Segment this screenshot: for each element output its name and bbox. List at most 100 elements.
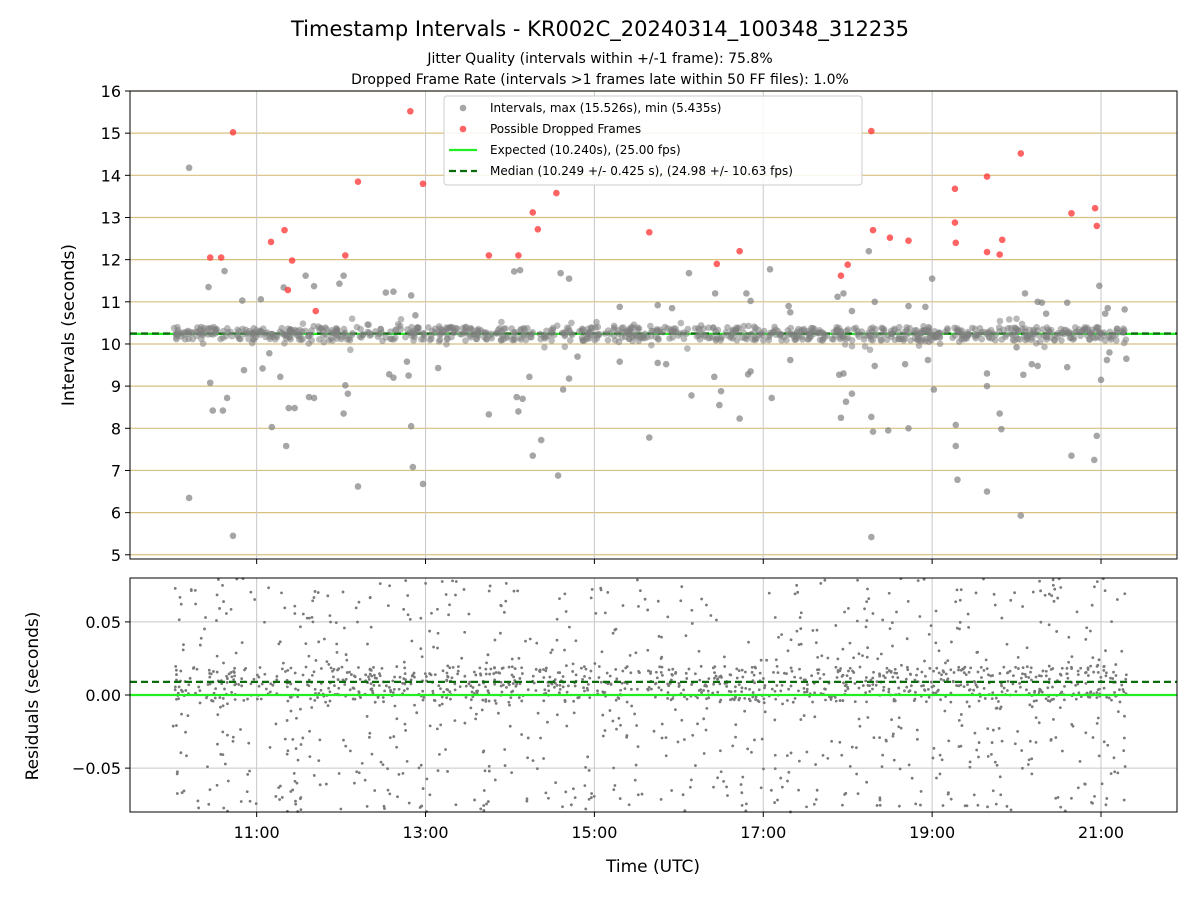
residual-point: [878, 796, 882, 800]
interval-point: [968, 324, 976, 332]
residual-point: [1112, 670, 1115, 674]
residual-point: [289, 682, 293, 686]
residual-point: [630, 704, 634, 708]
residual-point: [1084, 731, 1088, 735]
residual-point: [332, 675, 335, 679]
residual-point: [864, 676, 868, 679]
residual-point: [355, 770, 359, 774]
interval-point: [515, 408, 522, 415]
residual-point: [485, 802, 488, 806]
residual-point: [690, 683, 694, 686]
interval-point: [842, 398, 850, 406]
interval-point: [798, 326, 805, 334]
residual-point: [548, 675, 552, 679]
intervals-ytick-label: 14: [101, 166, 121, 185]
residual-point: [1090, 603, 1094, 607]
residual-point: [915, 728, 919, 732]
residual-point: [996, 700, 1000, 703]
residual-point: [451, 665, 455, 669]
chart-title: Timestamp Intervals - KR002C_20240314_10…: [290, 17, 909, 42]
residual-point: [388, 584, 392, 588]
dropped-frame-point: [515, 252, 522, 259]
residual-point: [507, 700, 511, 704]
residual-point: [408, 618, 412, 621]
residual-point: [926, 687, 930, 691]
residual-point: [1096, 671, 1100, 674]
residual-point: [903, 689, 906, 693]
residual-point: [441, 669, 445, 673]
residual-point: [489, 667, 493, 671]
residual-point: [879, 652, 883, 656]
residual-point: [512, 589, 516, 593]
residual-point: [954, 600, 958, 604]
residual-point: [660, 635, 663, 639]
residual-point: [821, 754, 825, 757]
interval-point: [593, 335, 601, 342]
residual-point: [699, 664, 703, 668]
residual-point: [1016, 667, 1020, 670]
residual-point: [1121, 688, 1125, 691]
residual-point: [335, 642, 339, 646]
residuals-ytick-label: −0.05: [72, 759, 121, 778]
residual-point: [316, 696, 319, 699]
residual-point: [428, 724, 432, 728]
residual-point: [893, 667, 897, 671]
interval-point: [459, 324, 467, 332]
residual-point: [700, 691, 703, 694]
residual-point: [464, 684, 468, 688]
interval-point: [513, 393, 521, 401]
residual-point: [1040, 690, 1044, 694]
residual-point: [806, 683, 809, 686]
residual-point: [773, 801, 776, 804]
intervals-ytick-label: 8: [111, 419, 121, 438]
interval-point: [991, 336, 999, 344]
residual-point: [1054, 796, 1058, 800]
residual-point: [999, 705, 1003, 709]
interval-point: [815, 329, 822, 337]
residual-point: [493, 682, 497, 686]
residual-point: [748, 688, 751, 691]
residual-point: [897, 686, 900, 690]
residual-point: [444, 748, 447, 751]
residual-point: [477, 683, 481, 687]
interval-point: [229, 532, 237, 540]
residual-point: [1124, 673, 1128, 677]
residual-point: [823, 578, 827, 582]
residual-point: [937, 649, 941, 653]
interval-point: [765, 336, 773, 344]
residual-point: [747, 640, 750, 644]
interval-point: [526, 373, 533, 381]
interval-point: [562, 328, 570, 336]
residual-point: [372, 665, 375, 669]
residual-point: [1079, 666, 1083, 670]
residual-point: [590, 587, 594, 591]
interval-point: [305, 393, 313, 401]
residual-point: [214, 687, 218, 691]
residual-point: [580, 666, 583, 670]
residual-point: [1091, 802, 1094, 805]
interval-point: [634, 326, 642, 334]
residual-point: [348, 670, 351, 674]
residual-point: [294, 687, 297, 691]
residual-point: [872, 670, 875, 674]
interval-point: [616, 358, 624, 365]
residual-point: [343, 626, 346, 630]
interval-point: [462, 337, 469, 344]
residual-point: [690, 622, 694, 625]
intervals-ytick-label: 16: [101, 82, 121, 101]
residual-point: [442, 690, 446, 694]
residual-point: [959, 668, 963, 672]
residual-point: [307, 616, 311, 620]
residual-point: [709, 614, 713, 617]
interval-point: [654, 359, 662, 367]
residual-point: [175, 697, 178, 701]
residual-point: [274, 795, 278, 798]
residual-point: [569, 803, 573, 807]
residual-point: [1104, 674, 1108, 678]
residual-point: [664, 754, 668, 758]
residual-point: [932, 746, 936, 750]
residual-point: [500, 690, 504, 694]
dropped-frame-point: [229, 129, 237, 136]
residual-point: [975, 651, 979, 654]
residual-point: [448, 603, 451, 607]
